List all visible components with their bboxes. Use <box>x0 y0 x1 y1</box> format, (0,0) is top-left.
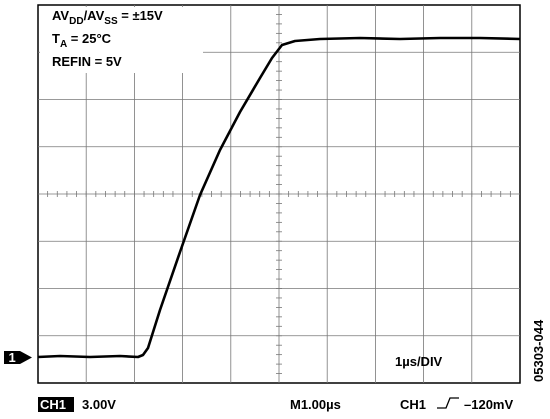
annotation-refin: REFIN = 5V <box>52 54 122 69</box>
trigger-source: CH1 <box>400 397 426 412</box>
annotation-supply: AVDD/AVSS = ±15V <box>52 8 163 27</box>
figure-id: 05303-044 <box>531 319 546 382</box>
trigger-level: –120mV <box>464 397 513 412</box>
timebase-label: 1µs/DIV <box>395 354 443 369</box>
channel-badge <box>38 397 74 412</box>
channel-marker-label: 1 <box>9 350 16 365</box>
waveform-trace <box>37 36 521 359</box>
channel-marker-arrow <box>20 351 32 364</box>
channel-marker-box <box>4 351 20 364</box>
channel-label: CH1 <box>40 397 66 412</box>
annotation-temperature: TA = 25°C <box>52 31 112 50</box>
time-scale: M1.00µs <box>290 397 341 412</box>
channel-scale: 3.00V <box>82 397 116 412</box>
label-background <box>40 7 203 73</box>
trigger-edge-icon <box>437 397 459 409</box>
